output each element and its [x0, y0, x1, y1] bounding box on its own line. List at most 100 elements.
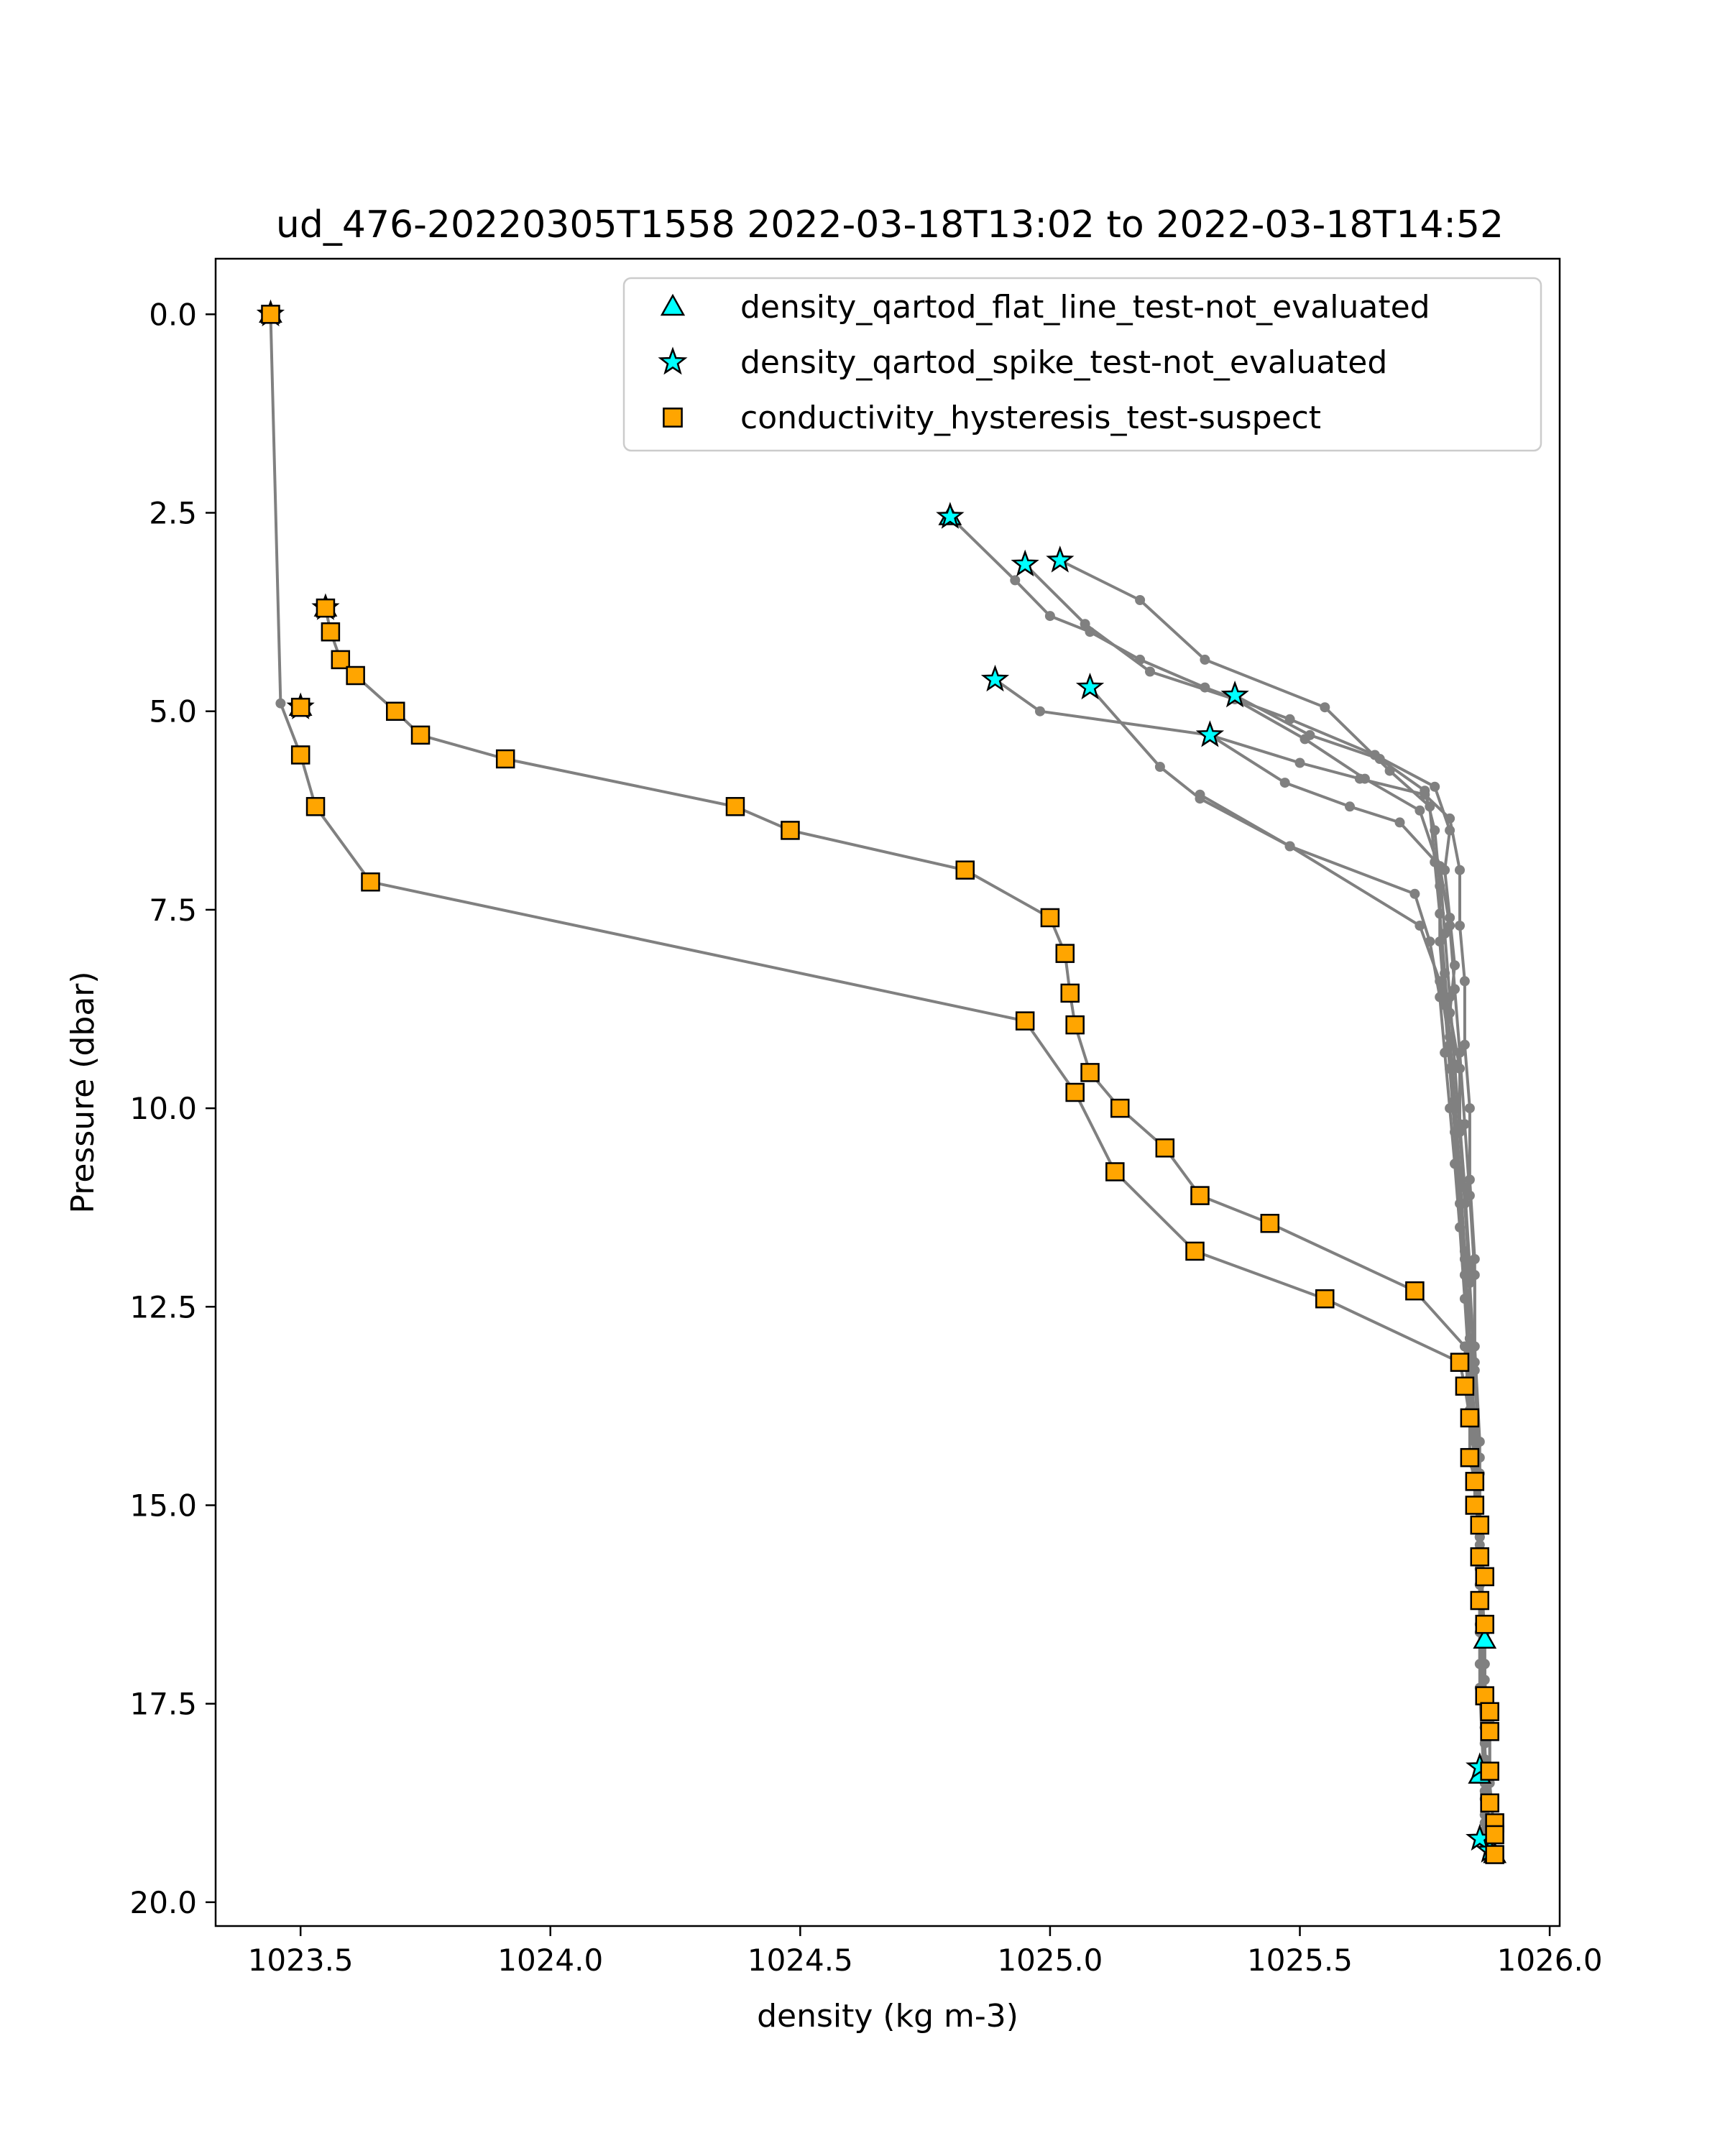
profile-point	[1445, 1039, 1455, 1050]
legend-label: conductivity_hysteresis_test-suspect	[740, 400, 1321, 436]
square-marker	[386, 701, 405, 721]
x-axis-ticks: 1023.5 1024.0 1024.5 1025.0 1025.5 1026.0	[248, 1926, 1603, 1978]
square-marker	[1060, 983, 1080, 1003]
square-marker	[1080, 1063, 1100, 1082]
profile-point	[1135, 595, 1146, 605]
profile-point	[1440, 929, 1450, 939]
profile-point	[1445, 992, 1455, 1003]
profile-point	[1455, 1174, 1465, 1185]
profile-point	[1010, 575, 1021, 586]
square-marker	[1480, 1702, 1499, 1721]
chart-title: ud_476-20220305T1558 2022-03-18T13:02 to…	[276, 203, 1504, 247]
legend-label: density_qartod_spike_test-not_evaluated	[740, 344, 1387, 381]
square-marker	[1015, 1011, 1035, 1031]
star-marker	[980, 664, 1010, 692]
profile-point	[1459, 1039, 1470, 1050]
profile-point	[1459, 976, 1470, 987]
legend-square-icon	[663, 407, 683, 428]
profile-point	[1455, 921, 1465, 931]
square-marker	[1315, 1289, 1335, 1309]
profile-point	[1430, 781, 1440, 792]
profile-point	[1044, 611, 1055, 622]
square-marker	[1190, 1186, 1210, 1205]
star-marker	[1075, 672, 1105, 700]
square-marker	[1475, 1614, 1494, 1634]
square-marker	[1480, 1793, 1499, 1813]
profile-point	[1450, 1103, 1460, 1114]
profile-point	[1459, 1119, 1470, 1130]
legend: density_qartod_flat_line_test-not_evalua…	[622, 277, 1542, 452]
square-marker	[1475, 1567, 1494, 1587]
profile-point	[1464, 1190, 1475, 1201]
profile-point	[1445, 921, 1455, 931]
profile-point	[1374, 754, 1385, 764]
profile-point	[1414, 921, 1425, 931]
y-tick-label: 20.0	[129, 1885, 197, 1920]
square-marker	[1470, 1590, 1490, 1611]
x-tick-label: 1024.0	[497, 1943, 603, 1978]
square-marker	[1465, 1496, 1485, 1515]
profile-point	[1200, 654, 1210, 665]
square-marker	[1185, 1241, 1205, 1261]
star-marker	[1046, 545, 1075, 573]
y-tick-label: 5.0	[149, 694, 197, 729]
profile-point	[1414, 805, 1425, 816]
x-tick-label: 1025.5	[1247, 1943, 1353, 1978]
x-tick-label: 1023.5	[248, 1943, 354, 1978]
x-tick-label: 1026.0	[1497, 1943, 1603, 1978]
square-marker	[316, 598, 336, 618]
star-marker	[936, 502, 965, 529]
square-marker	[290, 745, 310, 765]
profile-point	[1195, 789, 1205, 800]
profile-point	[1394, 817, 1405, 828]
profile-point	[1445, 813, 1455, 824]
profile-point	[1154, 762, 1165, 772]
profile-point	[1455, 1047, 1465, 1058]
square-marker	[410, 725, 431, 745]
square-marker	[1405, 1281, 1425, 1301]
profile-point	[1320, 702, 1330, 713]
profile-point	[1345, 801, 1355, 812]
square-marker	[1480, 1761, 1499, 1781]
profile-point	[1145, 666, 1155, 677]
y-tick-label: 7.5	[149, 893, 197, 928]
profile-point	[1435, 936, 1445, 947]
square-marker	[305, 797, 326, 816]
square-marker	[346, 665, 365, 686]
profile-point	[1455, 865, 1465, 875]
profile-point	[1459, 1254, 1470, 1264]
square-marker	[1260, 1214, 1280, 1233]
square-marker	[1460, 1447, 1480, 1468]
square-marker	[1065, 1015, 1085, 1035]
y-axis-label: Pressure (dbar)	[65, 971, 101, 1213]
square-marker	[1470, 1515, 1490, 1535]
y-axis-ticks: 0.0 2.5 5.0 7.5 10.0 12.5 15.0 17.5 20.0	[129, 297, 216, 1920]
square-marker	[290, 697, 310, 717]
profile-point	[1464, 1103, 1475, 1114]
profile-point	[1284, 841, 1295, 852]
square-marker	[321, 622, 341, 642]
square-marker	[1065, 1082, 1085, 1102]
square-marker	[361, 872, 380, 892]
profile-point	[1294, 757, 1305, 768]
legend-box	[622, 277, 1542, 452]
square-marker	[1460, 1408, 1480, 1428]
square-marker	[1475, 1686, 1494, 1705]
square-marker	[1485, 1825, 1504, 1845]
x-tick-label: 1024.5	[748, 1943, 853, 1978]
square-marker	[1480, 1722, 1499, 1741]
legend-triangle-icon	[660, 293, 686, 316]
profile-point	[1464, 1333, 1475, 1344]
profile-point	[1080, 619, 1090, 630]
flag-markers	[256, 299, 1507, 1864]
square-marker	[725, 797, 745, 816]
square-marker	[1465, 1472, 1485, 1491]
y-tick-label: 10.0	[129, 1091, 197, 1126]
legend-star-icon	[658, 346, 688, 375]
square-marker	[261, 305, 280, 324]
profile-point	[1469, 1270, 1480, 1281]
square-marker	[1450, 1353, 1470, 1372]
square-marker	[781, 821, 800, 840]
square-marker	[1470, 1547, 1490, 1567]
